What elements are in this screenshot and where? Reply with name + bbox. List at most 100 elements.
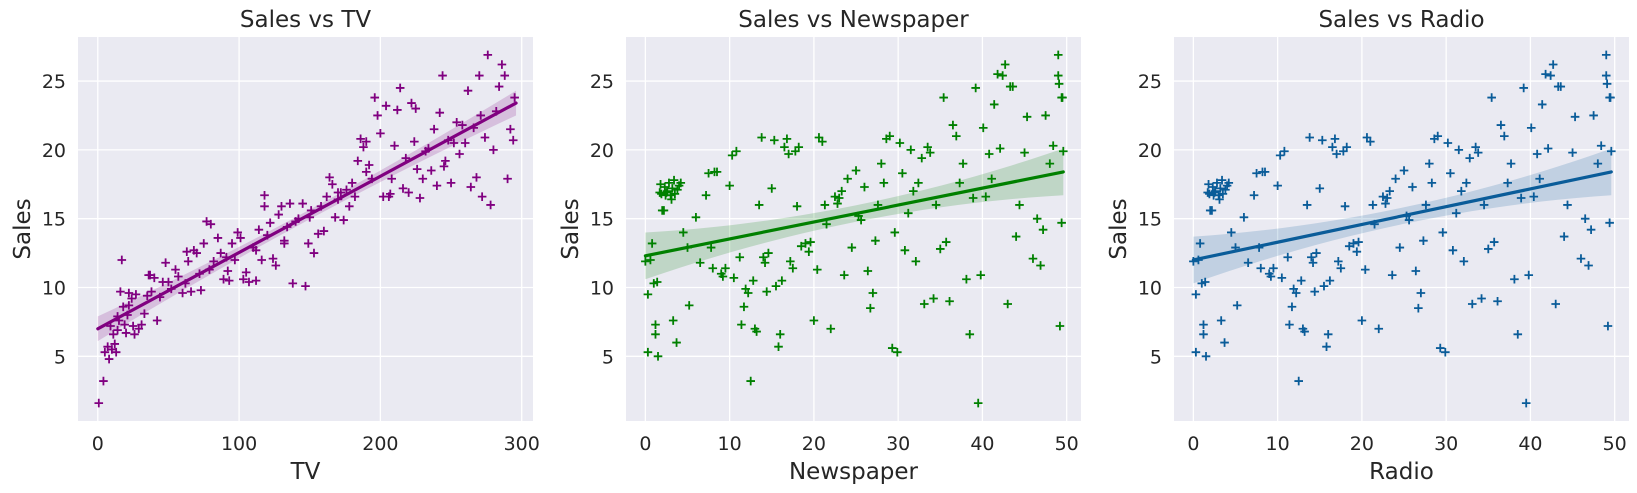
data-point-newspaper: [962, 274, 971, 284]
data-point-radio: [1283, 252, 1293, 262]
data-point-tv: [510, 93, 519, 102]
data-point-radio: [1593, 159, 1603, 168]
data-point-radio: [1243, 258, 1253, 268]
y-tick-label-tv: 5: [54, 346, 66, 368]
plot-area-tv: [78, 37, 533, 421]
data-point-newspaper: [659, 206, 669, 215]
data-point-radio: [1308, 258, 1318, 268]
data-point-tv: [500, 71, 510, 80]
data-point-tv: [171, 265, 180, 274]
data-point-tv: [319, 226, 329, 236]
data-point-radio: [1328, 142, 1337, 152]
data-point-newspaper: [1045, 159, 1055, 168]
data-point-tv: [476, 111, 486, 120]
data-point-tv: [152, 316, 162, 325]
data-point-radio: [1465, 153, 1475, 163]
data-point-tv: [100, 347, 110, 357]
data-point-radio: [1580, 214, 1590, 223]
data-point-radio: [1513, 329, 1523, 339]
data-point-tv: [387, 174, 396, 184]
data-point-radio: [1291, 288, 1301, 298]
data-point-radio: [1441, 347, 1450, 357]
data-point-tv: [118, 302, 128, 312]
data-point-radio: [1252, 168, 1261, 178]
data-point-radio: [1467, 299, 1477, 309]
data-point-tv: [104, 354, 114, 364]
data-point-radio: [1548, 60, 1558, 69]
data-point-tv: [140, 309, 149, 318]
data-point-radio: [1239, 213, 1249, 222]
data-point-radio: [1280, 146, 1289, 156]
data-point-tv: [466, 182, 476, 192]
x-tick-label-radio: 10: [1266, 433, 1290, 455]
data-point-tv: [298, 199, 307, 208]
data-point-newspaper: [1041, 111, 1050, 120]
data-point-newspaper: [759, 252, 768, 262]
data-point-radio: [1589, 111, 1598, 120]
data-point-radio: [1334, 257, 1343, 266]
data-point-radio: [1330, 134, 1340, 144]
data-point-tv: [131, 290, 141, 299]
data-point-tv: [147, 287, 156, 296]
data-point-newspaper: [701, 190, 711, 200]
data-point-radio: [1568, 148, 1577, 157]
data-point-newspaper: [762, 287, 772, 296]
data-point-newspaper: [911, 257, 921, 266]
data-point-newspaper: [976, 270, 986, 280]
data-point-tv: [407, 98, 416, 108]
y-tick-label-newspaper: 5: [602, 346, 614, 368]
data-point-tv: [361, 137, 371, 146]
data-point-tv: [128, 321, 138, 331]
data-point-radio: [1354, 237, 1363, 247]
data-point-tv: [196, 285, 206, 295]
data-point-newspaper: [706, 243, 716, 252]
data-point-newspaper: [777, 276, 787, 285]
data-point-newspaper: [1059, 146, 1068, 156]
data-point-newspaper: [712, 167, 722, 177]
data-point-newspaper: [887, 343, 897, 353]
y-tick-label-radio: 15: [1138, 209, 1162, 231]
data-point-tv: [353, 156, 363, 166]
data-point-radio: [1500, 131, 1509, 141]
data-point-newspaper: [704, 168, 713, 178]
x-axis-label-tv: TV: [290, 459, 321, 485]
data-point-radio: [1191, 347, 1201, 357]
y-tick-label-radio: 10: [1138, 277, 1162, 299]
data-point-tv: [127, 294, 136, 303]
data-point-newspaper: [965, 329, 975, 339]
data-point-tv: [452, 118, 461, 127]
data-point-tv: [161, 258, 170, 268]
x-tick-label-radio: 50: [1603, 433, 1627, 455]
data-point-newspaper: [945, 296, 954, 306]
data-point-radio: [1462, 178, 1471, 188]
regression-line-newspaper: [643, 170, 1065, 258]
data-point-radio: [1535, 174, 1544, 184]
data-point-tv: [494, 82, 504, 91]
y-tick-label-newspaper: 25: [590, 71, 614, 93]
data-point-radio: [1325, 276, 1335, 285]
data-point-newspaper: [643, 290, 653, 299]
data-point-newspaper: [843, 174, 852, 184]
data-point-radio: [1294, 376, 1303, 386]
data-point-tv: [356, 134, 365, 144]
data-point-radio: [1605, 218, 1614, 228]
data-point-radio: [1546, 71, 1555, 80]
data-point-radio: [1360, 265, 1370, 274]
data-point-radio: [1312, 248, 1321, 258]
data-point-radio: [1217, 175, 1227, 185]
data-point-radio: [1352, 247, 1362, 257]
data-point-tv: [432, 181, 442, 190]
data-point-newspaper: [989, 100, 999, 109]
data-point-tv: [274, 210, 283, 219]
data-point-newspaper: [981, 192, 991, 201]
data-point-radio: [1416, 288, 1426, 298]
data-point-newspaper: [818, 137, 827, 146]
data-point-tv: [411, 104, 421, 113]
data-point-radio: [1366, 137, 1375, 146]
data-point-radio: [1318, 135, 1327, 145]
data-point-tv: [313, 229, 323, 239]
data-point-newspaper: [895, 138, 905, 148]
data-point-tv: [288, 279, 298, 288]
data-point-tv: [150, 273, 159, 283]
data-point-tv: [199, 239, 209, 248]
